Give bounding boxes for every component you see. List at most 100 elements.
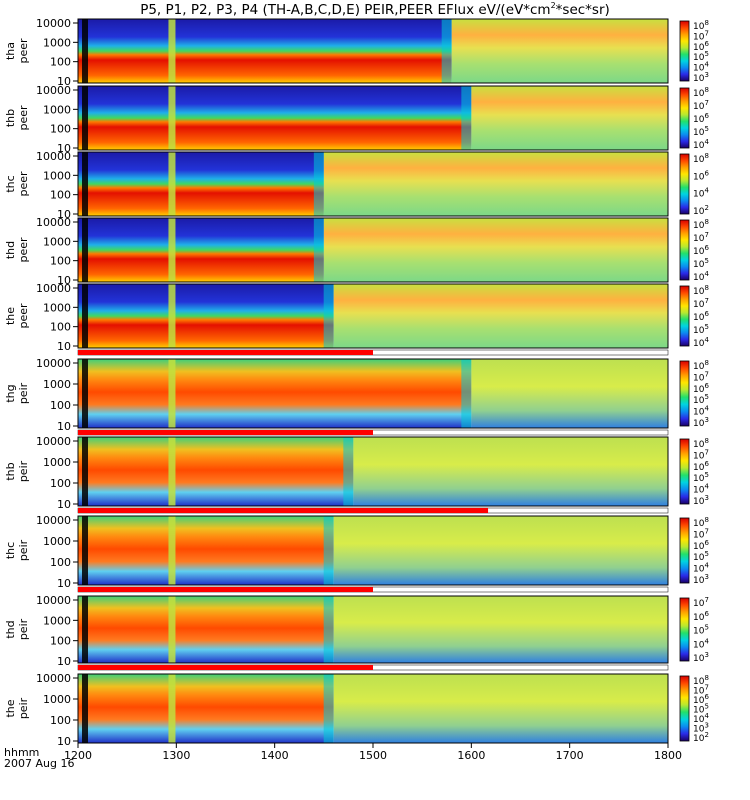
y-tick-label: 10000 <box>36 282 71 295</box>
panel-probe-label: thd <box>4 241 17 259</box>
y-tick-label: 10 <box>57 340 71 353</box>
y-tick-label: 1000 <box>43 301 71 314</box>
colorbar-tick-label: 107 <box>693 297 709 310</box>
colorbar-tick-label: 105 <box>693 125 709 138</box>
x-tick-label: 1500 <box>359 749 387 762</box>
spike-stripe <box>168 437 176 506</box>
y-tick-label: 10000 <box>36 435 71 448</box>
panel-probe-label: thb <box>4 109 17 127</box>
spectrogram-quiet-region <box>78 674 334 743</box>
y-tick-label: 1000 <box>43 693 71 706</box>
spectrogram-active-region <box>333 596 668 663</box>
panel-frame <box>77 595 669 664</box>
colorbar-tick-label: 104 <box>693 336 709 349</box>
spectrogram-quiet-region <box>78 152 324 216</box>
panel-probe-label: thd <box>4 620 17 638</box>
boundary-crossing-stripe <box>461 359 472 428</box>
y-tick-label: 100 <box>50 189 71 202</box>
colorbar-tick-label: 106 <box>693 610 709 623</box>
colorbar-tick-label: 104 <box>693 187 709 200</box>
spectrogram-quiet-region <box>78 437 354 506</box>
panel-thc-peer: 10000 1000 100 10 thc peer 108 106 104 102 <box>4 150 709 221</box>
y-tick-label: 10 <box>57 735 71 748</box>
boundary-crossing-stripe <box>323 674 334 743</box>
panel-probe-label: thc <box>4 542 17 559</box>
y-tick-label: 100 <box>50 635 71 648</box>
data-gap-strip <box>82 284 88 348</box>
colorbar <box>679 153 690 215</box>
data-gap-strip <box>82 86 88 150</box>
colorbar-tick-label: 104 <box>693 637 709 650</box>
colorbar-tick-label: 104 <box>693 138 709 151</box>
data-gap-strip <box>82 596 88 663</box>
y-tick-label: 100 <box>50 477 71 490</box>
panel-probe-label: thb <box>4 462 17 480</box>
y-tick-label: 10000 <box>36 357 71 370</box>
colorbar-tick-label: 102 <box>693 204 709 217</box>
panel-probe-label: tha <box>4 42 17 60</box>
data-gap-strip <box>82 674 88 743</box>
time-axis-unit-label: hhmm <box>4 746 39 759</box>
data-gap-strip <box>82 19 88 83</box>
y-tick-label: 10 <box>57 577 71 590</box>
colorbar-tick-label: 108 <box>693 152 709 165</box>
colorbar-tick-label: 107 <box>693 231 709 244</box>
panel-product-label: peer <box>17 171 30 197</box>
y-tick-label: 10000 <box>36 17 71 30</box>
spectrogram-quiet-region <box>78 86 472 150</box>
boundary-crossing-stripe <box>323 596 334 663</box>
x-tick-label: 1200 <box>64 749 92 762</box>
spectrogram-quiet-region <box>78 218 324 282</box>
spectrogram-active-region <box>471 86 668 150</box>
panel-product-label: peir <box>17 697 30 719</box>
data-gap-strip <box>82 152 88 216</box>
spike-stripe <box>168 359 176 428</box>
spike-stripe <box>168 596 176 663</box>
spike-stripe <box>168 86 176 150</box>
panel-product-label: peer <box>17 105 30 131</box>
colorbar <box>679 597 690 662</box>
y-tick-label: 100 <box>50 556 71 569</box>
panel-product-label: peir <box>17 460 30 482</box>
panel-frame <box>77 515 669 586</box>
panel-product-label: peir <box>17 618 30 640</box>
spectrogram-active-region <box>323 218 668 282</box>
y-tick-label: 100 <box>50 399 71 412</box>
x-tick-label: 1300 <box>162 749 190 762</box>
time-axis: hhmm 2007 Aug 16 1200 1300 1400 1500 1600 170… <box>4 742 682 770</box>
y-tick-label: 10 <box>57 420 71 433</box>
y-tick-label: 10000 <box>36 84 71 97</box>
panel-product-label: peer <box>17 237 30 263</box>
colorbar-tick-label: 105 <box>693 624 709 637</box>
boundary-crossing-stripe <box>343 437 354 506</box>
data-gap-strip <box>82 218 88 282</box>
x-tick-label: 1800 <box>654 749 682 762</box>
colorbar-tick-label: 106 <box>693 310 709 323</box>
spectrogram-active-region <box>323 152 668 216</box>
y-tick-label: 10000 <box>36 594 71 607</box>
boundary-crossing-stripe <box>441 19 452 83</box>
panel-product-label: peir <box>17 539 30 561</box>
boundary-crossing-stripe <box>323 516 334 585</box>
colorbar <box>679 360 690 427</box>
spectrogram-active-region <box>451 19 668 83</box>
colorbar-tick-label: 106 <box>693 169 709 182</box>
panel-product-label: peer <box>17 38 30 64</box>
spectrogram-active-region <box>471 359 668 428</box>
colorbar-tick-label: 106 <box>693 244 709 257</box>
spectrogram-quiet-region <box>78 19 452 83</box>
spectrogram-active-region <box>333 516 668 585</box>
colorbar-tick-label: 105 <box>693 323 709 336</box>
spike-stripe <box>168 218 176 282</box>
spectrogram-active-region <box>333 674 668 743</box>
y-tick-label: 100 <box>50 123 71 136</box>
